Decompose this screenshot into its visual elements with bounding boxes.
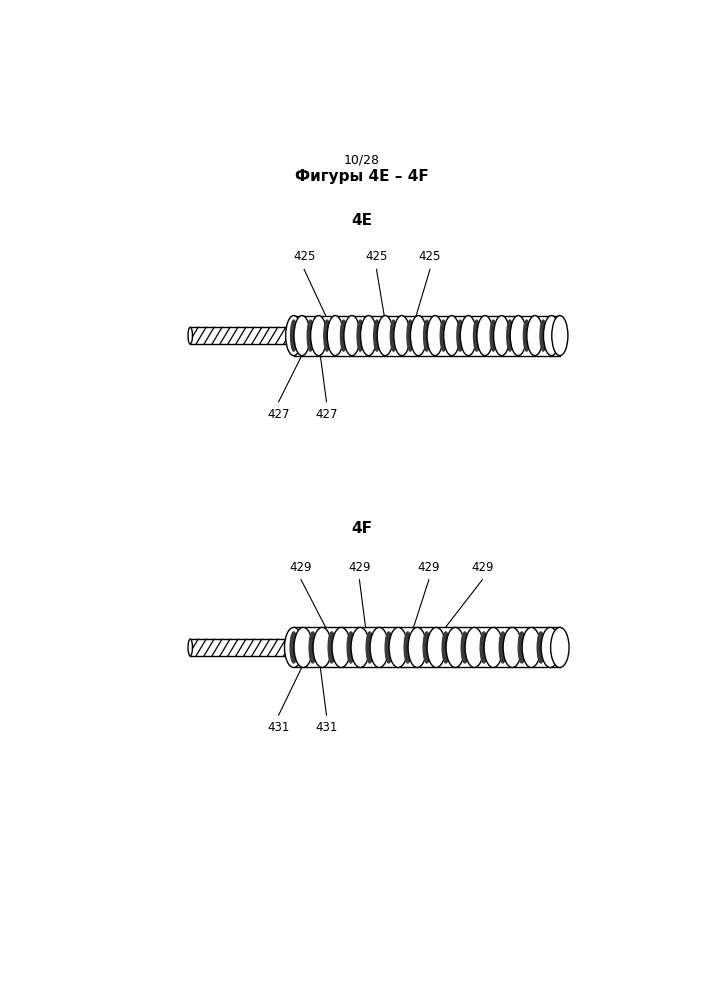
Text: 427: 427 (315, 408, 338, 421)
Ellipse shape (377, 316, 393, 356)
Bar (190, 639, 293, 656)
Text: 425: 425 (366, 250, 387, 263)
Ellipse shape (291, 320, 297, 351)
Text: 10/28: 10/28 (344, 154, 380, 167)
Text: 431: 431 (267, 721, 290, 734)
Ellipse shape (188, 327, 192, 344)
Ellipse shape (341, 320, 347, 351)
Ellipse shape (394, 316, 410, 356)
Ellipse shape (442, 632, 450, 663)
Ellipse shape (507, 320, 513, 351)
Ellipse shape (374, 320, 380, 351)
Text: 429: 429 (471, 561, 493, 574)
Ellipse shape (344, 316, 360, 356)
Ellipse shape (324, 320, 330, 351)
Ellipse shape (357, 320, 363, 351)
Ellipse shape (556, 320, 563, 351)
Ellipse shape (446, 627, 464, 667)
Ellipse shape (527, 316, 543, 356)
Text: 4E: 4E (351, 213, 373, 228)
Ellipse shape (444, 316, 460, 356)
Ellipse shape (440, 320, 447, 351)
Ellipse shape (551, 627, 569, 667)
Ellipse shape (308, 320, 313, 351)
Ellipse shape (351, 627, 370, 667)
Ellipse shape (457, 320, 463, 351)
Ellipse shape (522, 627, 541, 667)
Ellipse shape (461, 632, 469, 663)
Ellipse shape (460, 316, 477, 356)
Ellipse shape (474, 320, 480, 351)
Text: 4F: 4F (351, 521, 373, 536)
Ellipse shape (290, 632, 298, 663)
Ellipse shape (188, 639, 192, 656)
Ellipse shape (499, 632, 506, 663)
Ellipse shape (389, 627, 407, 667)
Text: Фигуры 4E – 4F: Фигуры 4E – 4F (295, 169, 429, 184)
Ellipse shape (361, 316, 377, 356)
Ellipse shape (408, 627, 426, 667)
Ellipse shape (423, 320, 430, 351)
Ellipse shape (510, 316, 526, 356)
Text: 425: 425 (293, 250, 315, 263)
Ellipse shape (427, 627, 445, 667)
Ellipse shape (328, 632, 335, 663)
Ellipse shape (523, 320, 530, 351)
Ellipse shape (309, 632, 316, 663)
Ellipse shape (427, 316, 443, 356)
Ellipse shape (541, 627, 559, 667)
Ellipse shape (294, 627, 312, 667)
Ellipse shape (310, 316, 327, 356)
Text: 429: 429 (348, 561, 370, 574)
Ellipse shape (385, 632, 392, 663)
Ellipse shape (407, 320, 414, 351)
Ellipse shape (493, 316, 510, 356)
Ellipse shape (370, 627, 388, 667)
Ellipse shape (518, 632, 525, 663)
Ellipse shape (390, 320, 397, 351)
Bar (190, 327, 293, 344)
Ellipse shape (332, 627, 351, 667)
Ellipse shape (544, 316, 560, 356)
Ellipse shape (313, 627, 332, 667)
Text: 429: 429 (418, 561, 440, 574)
Ellipse shape (284, 627, 303, 667)
Ellipse shape (347, 632, 354, 663)
Ellipse shape (410, 316, 426, 356)
Ellipse shape (465, 627, 484, 667)
Ellipse shape (480, 632, 487, 663)
Text: 427: 427 (267, 408, 290, 421)
Ellipse shape (537, 632, 544, 663)
Ellipse shape (404, 632, 411, 663)
Text: 431: 431 (315, 721, 338, 734)
Ellipse shape (366, 632, 373, 663)
Ellipse shape (327, 316, 344, 356)
Ellipse shape (477, 316, 493, 356)
Ellipse shape (551, 316, 568, 356)
Ellipse shape (503, 627, 522, 667)
Ellipse shape (484, 627, 503, 667)
Ellipse shape (556, 632, 563, 663)
Text: 425: 425 (419, 250, 441, 263)
Ellipse shape (423, 632, 431, 663)
Ellipse shape (490, 320, 496, 351)
Ellipse shape (286, 316, 302, 356)
Ellipse shape (540, 320, 547, 351)
Ellipse shape (294, 316, 310, 356)
Text: 429: 429 (290, 561, 312, 574)
